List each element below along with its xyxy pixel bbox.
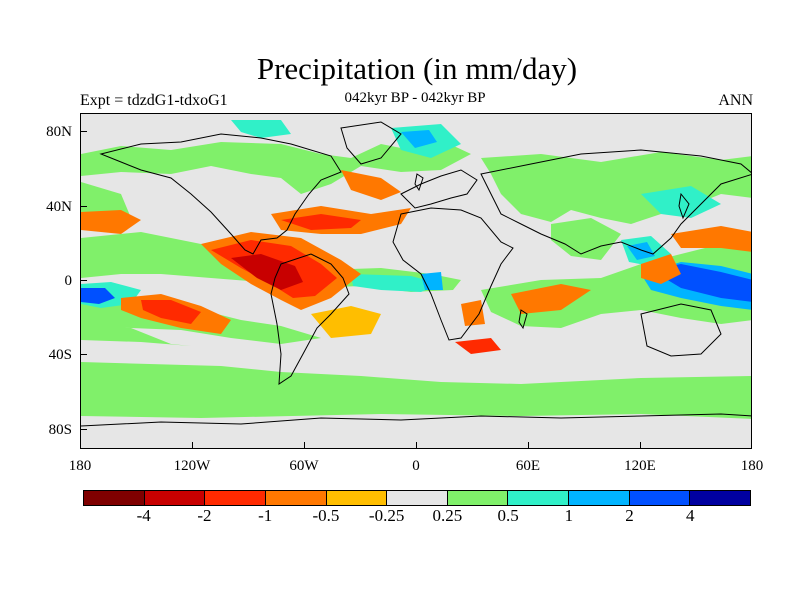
colorbar-segment xyxy=(508,491,570,505)
colorbar-label: 0.25 xyxy=(432,506,463,525)
colorbar-segment xyxy=(84,491,145,505)
colorbar-label: -0.25 xyxy=(368,506,405,525)
colorbar-segment xyxy=(205,491,266,505)
lon-tick xyxy=(640,442,641,449)
colorbar-segment xyxy=(569,491,630,505)
colorbar-segment xyxy=(447,491,509,505)
colorbar-segment xyxy=(144,491,206,505)
colorbar-segment xyxy=(265,491,327,505)
lon-tick xyxy=(416,442,417,449)
uk-coast xyxy=(414,173,424,192)
period-label: 042kyr BP - 042kyr BP xyxy=(344,90,486,106)
lon-label-180w: 180 xyxy=(68,458,92,474)
lon-label-0: 0 xyxy=(412,458,420,474)
asia-coast xyxy=(480,149,751,255)
colorbar-label: 4 xyxy=(686,506,695,525)
lon-label-60w: 60W xyxy=(289,458,319,474)
dry-anomalies xyxy=(81,170,751,354)
colorbar-label: -1 xyxy=(258,506,273,525)
arctic-cyan-patches xyxy=(231,120,721,218)
colorbar-label: 2 xyxy=(625,506,634,525)
colorbar-label: -4 xyxy=(136,506,151,525)
plot-title: Precipitation (in mm/day) xyxy=(256,51,578,86)
colorbar-label: -2 xyxy=(197,506,212,525)
europe-coast xyxy=(400,169,478,209)
lon-label-60e: 60E xyxy=(515,458,541,474)
season-label: ANN xyxy=(718,92,753,109)
lon-tick xyxy=(192,442,193,449)
south-america-coast xyxy=(270,253,350,385)
colorbar-label: 0.5 xyxy=(497,506,519,525)
colorbar-segment xyxy=(690,491,751,505)
map-canvas xyxy=(81,114,751,448)
lat-label-40n: 40N xyxy=(46,199,72,215)
coastlines xyxy=(81,121,751,427)
colorbar-segment xyxy=(629,491,691,505)
lon-label-180e: 180 xyxy=(740,458,764,474)
lon-label-120e: 120E xyxy=(624,458,656,474)
australia-coast xyxy=(640,303,722,357)
lat-label-40s: 40S xyxy=(48,347,72,363)
africa-coast xyxy=(392,207,514,341)
lon-label-120w: 120W xyxy=(173,458,211,474)
lat-label-0: 0 xyxy=(64,273,73,289)
antarctica-coast xyxy=(81,413,751,427)
lat-tick xyxy=(80,206,87,207)
southern-green-band xyxy=(81,324,751,419)
colorbar xyxy=(83,490,751,506)
greenland-coast xyxy=(340,121,402,165)
lon-tick xyxy=(528,442,529,449)
lon-tick xyxy=(304,442,305,449)
madagascar-coast xyxy=(518,309,528,330)
lat-tick xyxy=(80,131,87,132)
north-america-coast xyxy=(99,133,342,255)
experiment-label: Expt = tdzdG1-tdxoG1 xyxy=(80,92,228,109)
colorbar-segment xyxy=(326,491,388,505)
lat-tick xyxy=(80,354,87,355)
lat-label-80n: 80N xyxy=(46,124,72,140)
lat-label-80s: 80S xyxy=(48,422,72,438)
colorbar-label: -0.5 xyxy=(312,506,340,525)
colorbar-label: 1 xyxy=(564,506,574,525)
japan-coast xyxy=(678,192,690,220)
precipitation-map xyxy=(80,113,752,449)
lat-tick xyxy=(80,429,87,430)
lat-tick xyxy=(80,280,87,281)
colorbar-segment xyxy=(387,491,448,505)
